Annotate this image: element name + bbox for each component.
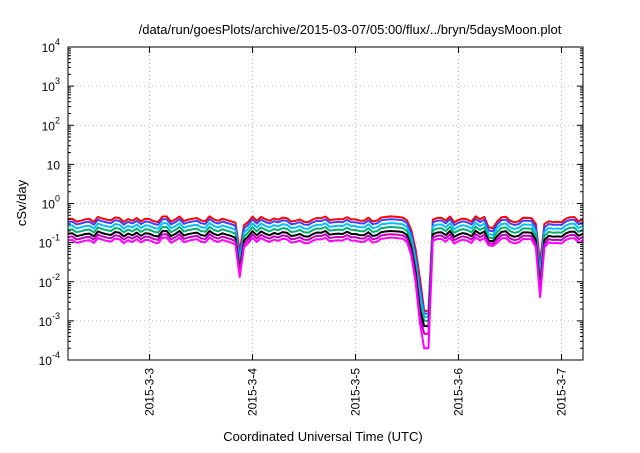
- y-tick-label: 103: [42, 76, 60, 94]
- x-tick-label: 2015-3-7: [555, 368, 569, 416]
- y-tick-label: 10-4: [39, 350, 60, 368]
- x-tick-label: 2015-3-5: [349, 368, 363, 416]
- series-line: [67, 215, 584, 312]
- x-axis: 2015-3-3 2015-3-4 2015-3-5 2015-3-6 2015-3-7: [143, 47, 569, 416]
- series-line: [67, 225, 584, 322]
- y-tick-label: 102: [42, 115, 60, 133]
- series-line: [67, 236, 584, 350]
- y-axis-label: cSv/day: [14, 179, 29, 226]
- x-axis-label: Coordinated Universal Time (UTC): [223, 429, 422, 444]
- plot-frame: [67, 46, 584, 361]
- chart-title: /data/run/goesPlots/archive/2015-03-07/0…: [139, 22, 562, 37]
- y-axis: 10-4 10-3 10-2 10-1 100 10 102 103 104: [39, 37, 583, 368]
- grid: [68, 47, 583, 360]
- series-line: [67, 233, 584, 335]
- y-tick-label: 10-2: [39, 272, 60, 290]
- x-tick-label: 2015-3-3: [143, 368, 157, 416]
- y-tick-label: 10-3: [39, 311, 60, 329]
- x-tick-label: 2015-3-4: [246, 368, 260, 416]
- y-tick-label: 100: [42, 194, 60, 212]
- y-tick-label: 104: [42, 37, 60, 55]
- y-tick-label: 10-1: [39, 233, 60, 251]
- y-tick-label: 10: [47, 158, 61, 172]
- x-tick-label: 2015-3-6: [452, 368, 466, 416]
- series-group: [67, 215, 584, 350]
- series-line: [67, 222, 584, 318]
- series-line: [67, 229, 584, 328]
- series-line: [67, 218, 584, 315]
